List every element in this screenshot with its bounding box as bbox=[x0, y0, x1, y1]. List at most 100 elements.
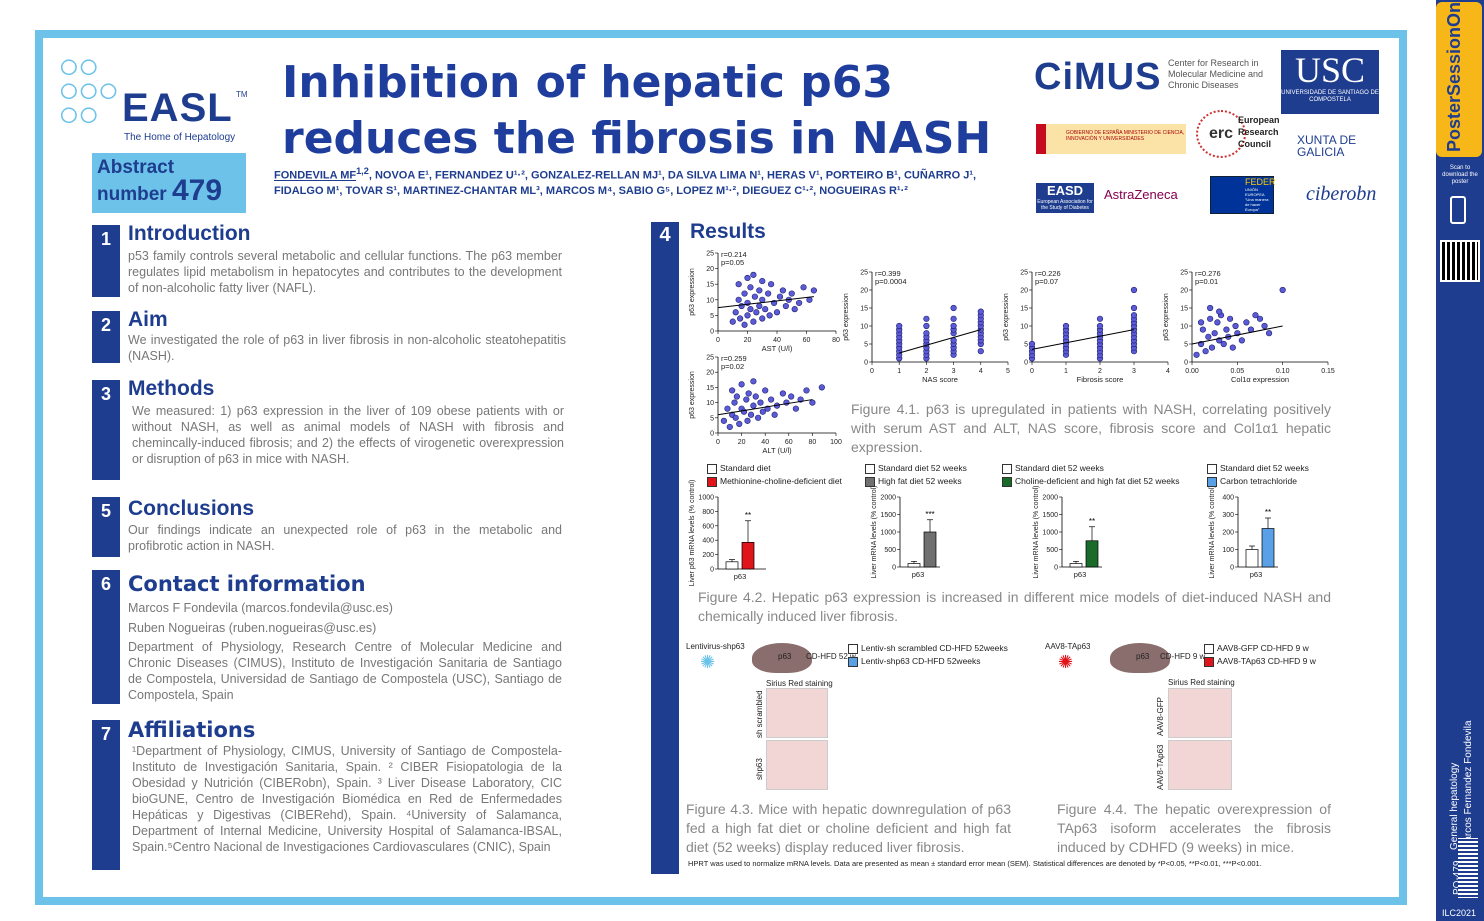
qr-code[interactable] bbox=[1440, 240, 1480, 282]
postersession-logo[interactable]: PosterSessionOnline bbox=[1436, 0, 1482, 157]
stat-annotation: p=0.07 bbox=[1035, 277, 1058, 286]
data-point bbox=[767, 281, 775, 288]
x-tick-label: 40 bbox=[773, 337, 781, 344]
data-point bbox=[756, 287, 763, 294]
data-point bbox=[1096, 322, 1104, 330]
x-axis-label: AST (U/l) bbox=[762, 344, 793, 353]
data-point bbox=[788, 393, 795, 400]
affiliations-title: Affiliations bbox=[128, 718, 256, 742]
contact-email-1[interactable]: Marcos F Fondevila (marcos.fondevila@usc… bbox=[128, 601, 393, 615]
easl-logo: ○○ ○○○ ○○ EASL TM The Home of Hepatology bbox=[58, 48, 248, 145]
data-point bbox=[1130, 312, 1138, 319]
x-tick-label: 1 bbox=[897, 368, 901, 375]
y-axis-label: p63 expression bbox=[689, 268, 696, 316]
y-tick-label: 5 bbox=[710, 415, 714, 422]
y-tick-label: 15 bbox=[1180, 306, 1188, 313]
fig43-img1-label: sh scrambled bbox=[755, 690, 764, 738]
barcode bbox=[1458, 838, 1478, 898]
y-tick-label: 0 bbox=[1230, 565, 1234, 572]
data-point bbox=[779, 287, 787, 294]
erc-subtitle: European Research Council bbox=[1238, 115, 1280, 149]
data-point bbox=[759, 315, 766, 322]
methods-number: 3 bbox=[92, 380, 120, 480]
fig42-legend-1: Standard diet Methionine-choline-deficien… bbox=[707, 462, 842, 488]
lead-author-sup: 1,2 bbox=[356, 166, 369, 176]
intro-title: Introduction bbox=[128, 222, 251, 245]
data-point bbox=[1193, 351, 1200, 358]
data-point bbox=[818, 384, 825, 391]
data-point bbox=[771, 411, 778, 418]
data-point bbox=[729, 318, 736, 325]
data-point bbox=[950, 322, 957, 330]
affiliations-number: 7 bbox=[92, 720, 120, 870]
data-point bbox=[1207, 304, 1214, 312]
y-tick-label: 5 bbox=[864, 342, 868, 349]
congress-label: ILC2021 bbox=[1442, 908, 1477, 918]
x-axis-label: Fibrosis score bbox=[1077, 375, 1124, 384]
data-point bbox=[923, 322, 930, 330]
fig43-p63: p63 bbox=[778, 652, 792, 661]
x-tick-label: 4 bbox=[1166, 368, 1170, 375]
x-tick-label: 2 bbox=[1098, 368, 1102, 375]
y-tick-label: 0 bbox=[710, 329, 714, 336]
mouse-icon bbox=[752, 643, 812, 673]
data-point bbox=[759, 296, 766, 303]
phone-icon bbox=[1450, 196, 1466, 224]
x-category-label: p63 bbox=[734, 572, 747, 581]
methods-title: Methods bbox=[128, 377, 215, 400]
x-tick-label: 0.05 bbox=[1231, 368, 1245, 375]
easl-logo-tm: TM bbox=[236, 90, 248, 99]
data-point bbox=[738, 302, 745, 310]
y-tick-label: 400 bbox=[1222, 495, 1234, 502]
data-point bbox=[1202, 348, 1209, 355]
contact-email-2[interactable]: Ruben Nogueiras (ruben.nogueiras@usc.es) bbox=[128, 621, 377, 635]
y-axis-label: p63 expression bbox=[1003, 293, 1010, 341]
fig44-legend: AAV8-GFP CD-HFD 9 w AAV8-TAp63 CD-HFD 9 w bbox=[1204, 642, 1316, 668]
data-point bbox=[1130, 304, 1138, 312]
x-tick-label: 0 bbox=[716, 439, 720, 446]
abstract-badge: Abstract number 479 bbox=[92, 153, 246, 213]
significance-label: ** bbox=[745, 511, 751, 520]
fig44-p63: p63 bbox=[1136, 652, 1150, 661]
data-point bbox=[803, 387, 810, 394]
data-point bbox=[729, 387, 736, 394]
data-point bbox=[765, 290, 772, 297]
data-point bbox=[762, 387, 769, 394]
y-axis-label: Liver mRNA levels (% control) bbox=[1033, 486, 1040, 579]
y-tick-label: 500 bbox=[884, 547, 896, 554]
y-tick-label: 25 bbox=[706, 251, 714, 258]
results-title: Results bbox=[690, 220, 766, 243]
data-point bbox=[950, 304, 957, 312]
data-point bbox=[1252, 312, 1259, 319]
sirius-red-scrambled-image bbox=[766, 688, 828, 738]
trend-line bbox=[1191, 325, 1283, 345]
results-number: 4 bbox=[651, 222, 679, 874]
bar bbox=[907, 563, 921, 568]
affiliations-body: ¹Department of Physiology, CIMUS, Univer… bbox=[132, 744, 562, 854]
data-point bbox=[950, 315, 957, 322]
fig43-diet: CD-HFD 52 w bbox=[806, 652, 856, 661]
y-tick-label: 600 bbox=[702, 523, 714, 530]
y-tick-label: 10 bbox=[1020, 324, 1028, 331]
stat-annotation: r=0.226 bbox=[1035, 269, 1061, 278]
x-category-label: p63 bbox=[1074, 570, 1087, 579]
y-tick-label: 5 bbox=[1024, 342, 1028, 349]
data-point bbox=[1214, 319, 1221, 326]
stat-annotation: r=0.399 bbox=[875, 269, 901, 278]
y-axis-label: Liver mRNA levels (% control) bbox=[871, 486, 878, 579]
fig44-img2-label: AAV8-TAp63 bbox=[1156, 744, 1165, 790]
data-point bbox=[1226, 315, 1234, 322]
scan-text: Scan to download the poster bbox=[1442, 165, 1478, 185]
data-point bbox=[810, 287, 817, 294]
stat-annotation: r=0.214 bbox=[721, 250, 747, 259]
significance-label: ** bbox=[1089, 517, 1095, 526]
y-axis-label: Liver mRNA levels (% control) bbox=[1209, 486, 1216, 579]
data-point bbox=[796, 299, 803, 307]
y-axis-label: p63 expression bbox=[843, 293, 850, 341]
virus-icon-2: ✺ bbox=[1058, 652, 1074, 672]
aim-body: We investigated the role of p63 in liver… bbox=[128, 333, 566, 363]
y-tick-label: 1500 bbox=[880, 512, 896, 519]
virus-icon: ✺ bbox=[700, 652, 716, 672]
data-point bbox=[1256, 315, 1264, 322]
